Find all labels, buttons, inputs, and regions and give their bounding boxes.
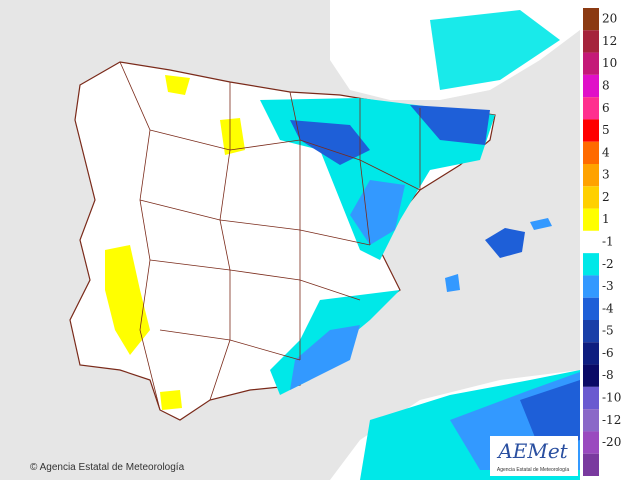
ibiza — [445, 274, 460, 292]
legend-label: -4 — [602, 301, 614, 315]
anomaly-area — [350, 180, 405, 245]
legend-label: -3 — [602, 279, 614, 293]
legend-label: -20 — [602, 435, 621, 449]
legend-label: 10 — [602, 56, 617, 70]
legend-swatch — [583, 320, 599, 343]
anomaly-area — [220, 118, 245, 155]
legend-label: 4 — [602, 145, 610, 159]
legend-swatch — [583, 297, 599, 320]
legend-swatch — [583, 431, 599, 454]
legend-label: -8 — [602, 368, 614, 382]
footer — [0, 480, 580, 500]
legend-swatch — [583, 186, 599, 209]
legend-label: -1 — [602, 235, 614, 249]
legend-swatch — [583, 275, 599, 298]
legend-label: -5 — [602, 324, 614, 338]
legend-swatch — [583, 164, 599, 187]
credit-text: Agencia Estatal de Meteorología — [40, 462, 185, 473]
legend-label: -12 — [602, 413, 621, 427]
legend-swatch — [583, 8, 599, 31]
anomaly-area — [165, 75, 190, 95]
legend-swatch — [583, 453, 599, 476]
legend-label: 3 — [602, 168, 610, 182]
legend-label: 8 — [602, 79, 610, 93]
legend-swatch — [583, 253, 599, 276]
legend-label: 12 — [602, 34, 617, 48]
legend-label: -2 — [602, 257, 614, 271]
anomaly-area — [290, 325, 360, 390]
legend-label: -6 — [602, 346, 614, 360]
legend-swatch — [583, 119, 599, 142]
anomaly-area — [290, 120, 370, 165]
legend-label: 5 — [602, 123, 610, 137]
menorca — [530, 218, 552, 230]
logo-box — [490, 436, 578, 476]
anomaly-area — [410, 105, 490, 145]
legend-swatch — [583, 74, 599, 98]
credit: © Agencia Estatal de Meteorología — [30, 462, 185, 473]
legend-swatch — [583, 52, 599, 75]
mallorca — [485, 228, 525, 258]
legend: 20 12 10 8 6 5 4 3 2 1 -1 -2 -3 -4 -5 -6 -8 -10 -12 -20 — [583, 8, 621, 476]
legend-label: 1 — [602, 212, 610, 226]
legend-swatch — [583, 364, 599, 387]
legend-swatch — [583, 342, 599, 365]
legend-swatch — [583, 409, 599, 432]
legend-label: 6 — [602, 101, 610, 115]
legend-swatch — [583, 97, 599, 120]
anomaly-area — [105, 245, 150, 355]
legend-swatch — [583, 386, 599, 410]
anomaly-area — [520, 380, 580, 450]
logo: AEMet — [496, 439, 568, 463]
legend-label: 2 — [602, 190, 610, 204]
borders — [119, 61, 421, 411]
legend-label: -10 — [602, 391, 621, 405]
legend-swatch — [583, 141, 599, 164]
anomaly-area — [160, 390, 182, 410]
legend-swatch — [583, 230, 599, 254]
legend-swatch — [583, 208, 599, 231]
legend-swatch — [583, 30, 599, 53]
anomaly-area — [430, 10, 560, 90]
legend-label: 20 — [602, 12, 617, 26]
logo-subtitle: Agencia Estatal de Meteorología — [497, 467, 569, 473]
